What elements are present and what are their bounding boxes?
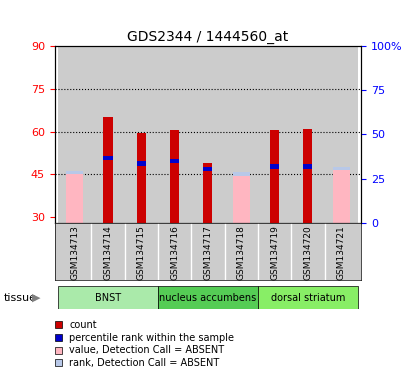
Text: GSM134717: GSM134717 bbox=[203, 225, 213, 280]
Text: GSM134718: GSM134718 bbox=[237, 225, 246, 280]
Bar bbox=[158, 286, 258, 309]
Text: tissue: tissue bbox=[4, 293, 37, 303]
Bar bbox=[55, 359, 62, 366]
Bar bbox=[303, 129, 312, 223]
Bar bbox=[203, 167, 213, 171]
Text: rank, Detection Call = ABSENT: rank, Detection Call = ABSENT bbox=[69, 358, 220, 368]
Bar bbox=[233, 176, 249, 223]
Bar bbox=[303, 164, 312, 169]
Text: percentile rank within the sample: percentile rank within the sample bbox=[69, 333, 234, 343]
Text: GSM134715: GSM134715 bbox=[137, 225, 146, 280]
Bar bbox=[270, 130, 279, 223]
Text: BNST: BNST bbox=[95, 293, 121, 303]
Text: GSM134713: GSM134713 bbox=[70, 225, 79, 280]
Bar bbox=[136, 133, 146, 223]
Bar bbox=[233, 172, 249, 176]
Bar bbox=[66, 171, 83, 174]
Bar bbox=[66, 174, 83, 223]
Bar bbox=[291, 46, 325, 223]
Text: dorsal striatum: dorsal striatum bbox=[271, 293, 345, 303]
Bar bbox=[191, 46, 225, 223]
Bar bbox=[258, 286, 358, 309]
Bar bbox=[91, 46, 125, 223]
Bar bbox=[58, 286, 158, 309]
Text: ▶: ▶ bbox=[32, 293, 41, 303]
Bar bbox=[270, 164, 279, 169]
Bar bbox=[125, 46, 158, 223]
Bar bbox=[103, 156, 113, 160]
Title: GDS2344 / 1444560_at: GDS2344 / 1444560_at bbox=[127, 30, 289, 44]
Text: GSM134716: GSM134716 bbox=[170, 225, 179, 280]
Bar bbox=[333, 170, 349, 223]
Bar bbox=[103, 117, 113, 223]
Bar bbox=[136, 161, 146, 166]
Bar bbox=[58, 46, 91, 223]
Text: GSM134721: GSM134721 bbox=[337, 225, 346, 280]
Text: value, Detection Call = ABSENT: value, Detection Call = ABSENT bbox=[69, 345, 224, 355]
Bar bbox=[170, 159, 179, 163]
Bar bbox=[333, 167, 349, 170]
Bar bbox=[55, 334, 62, 341]
Text: count: count bbox=[69, 320, 97, 330]
Text: GSM134720: GSM134720 bbox=[303, 225, 312, 280]
Text: GSM134719: GSM134719 bbox=[270, 225, 279, 280]
Bar bbox=[225, 46, 258, 223]
Bar bbox=[158, 46, 191, 223]
Bar bbox=[258, 46, 291, 223]
Bar bbox=[55, 347, 62, 354]
Bar bbox=[203, 163, 213, 223]
Bar bbox=[325, 46, 358, 223]
Text: nucleus accumbens: nucleus accumbens bbox=[159, 293, 257, 303]
Bar bbox=[55, 321, 62, 328]
Text: GSM134714: GSM134714 bbox=[103, 225, 113, 280]
Bar bbox=[170, 130, 179, 223]
